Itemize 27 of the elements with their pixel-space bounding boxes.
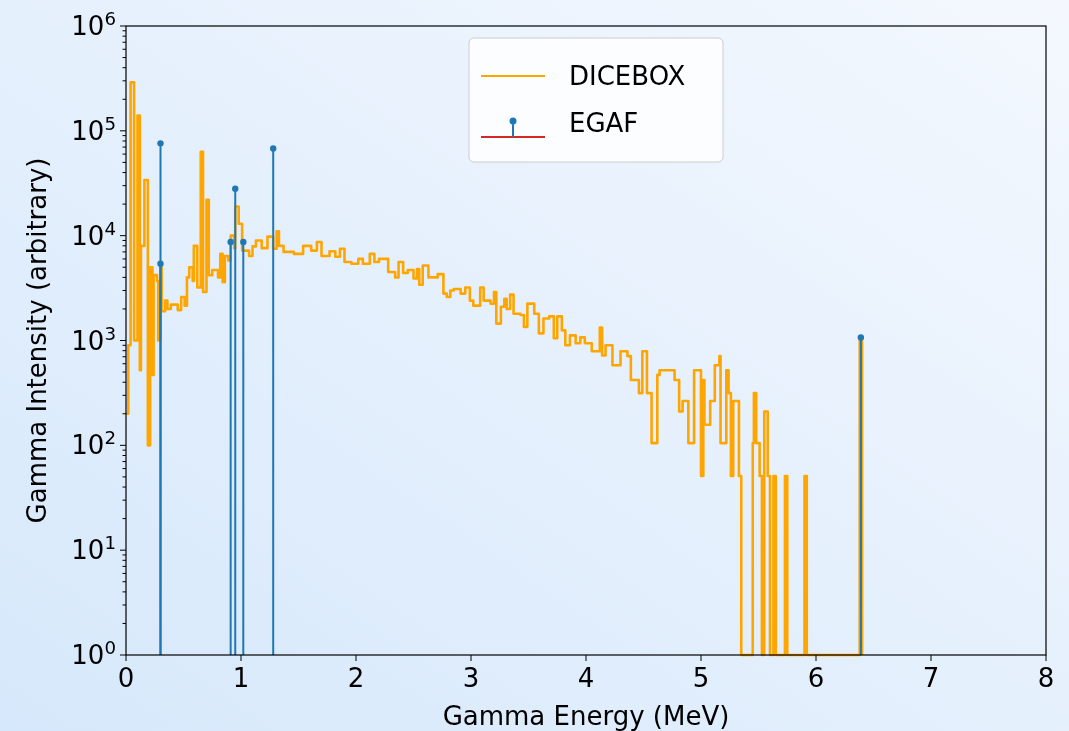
y-tick-label: 10$^{5}$: [71, 112, 116, 146]
legend-label: EGAF: [569, 108, 639, 138]
y-tick-label: 10$^{0}$: [71, 636, 116, 670]
y-tick-label: 10$^{2}$: [71, 426, 116, 461]
point: [857, 334, 865, 341]
x-tick-label: 2: [347, 663, 365, 693]
y-tick-label: 10$^{4}$: [71, 217, 116, 251]
x-tick-label: 3: [462, 663, 480, 693]
x-tick-label: 8: [1037, 663, 1055, 693]
point: [270, 145, 277, 152]
x-tick-label: 0: [117, 663, 135, 693]
point: [157, 140, 164, 147]
y-tick-label: 10$^{3}$: [71, 322, 116, 356]
y-axis-title: Gamma Intensity (arbitrary): [22, 157, 52, 524]
x-tick-label: 5: [692, 663, 710, 693]
x-tick-label: 6: [807, 663, 825, 693]
y-tick-label: 10$^{1}$: [71, 531, 116, 566]
x-tick-label: 1: [232, 663, 250, 693]
point: [240, 238, 247, 246]
y-tick-label: 10$^{6}$: [71, 7, 116, 41]
x-axis-title: Gamma Energy (MeV): [442, 701, 730, 731]
point: [157, 260, 164, 267]
point: [232, 185, 239, 192]
x-tick-label: 7: [922, 663, 940, 693]
legend-label: DICEBOX: [569, 61, 686, 91]
point: [227, 238, 234, 246]
x-tick-label: 4: [577, 663, 595, 693]
